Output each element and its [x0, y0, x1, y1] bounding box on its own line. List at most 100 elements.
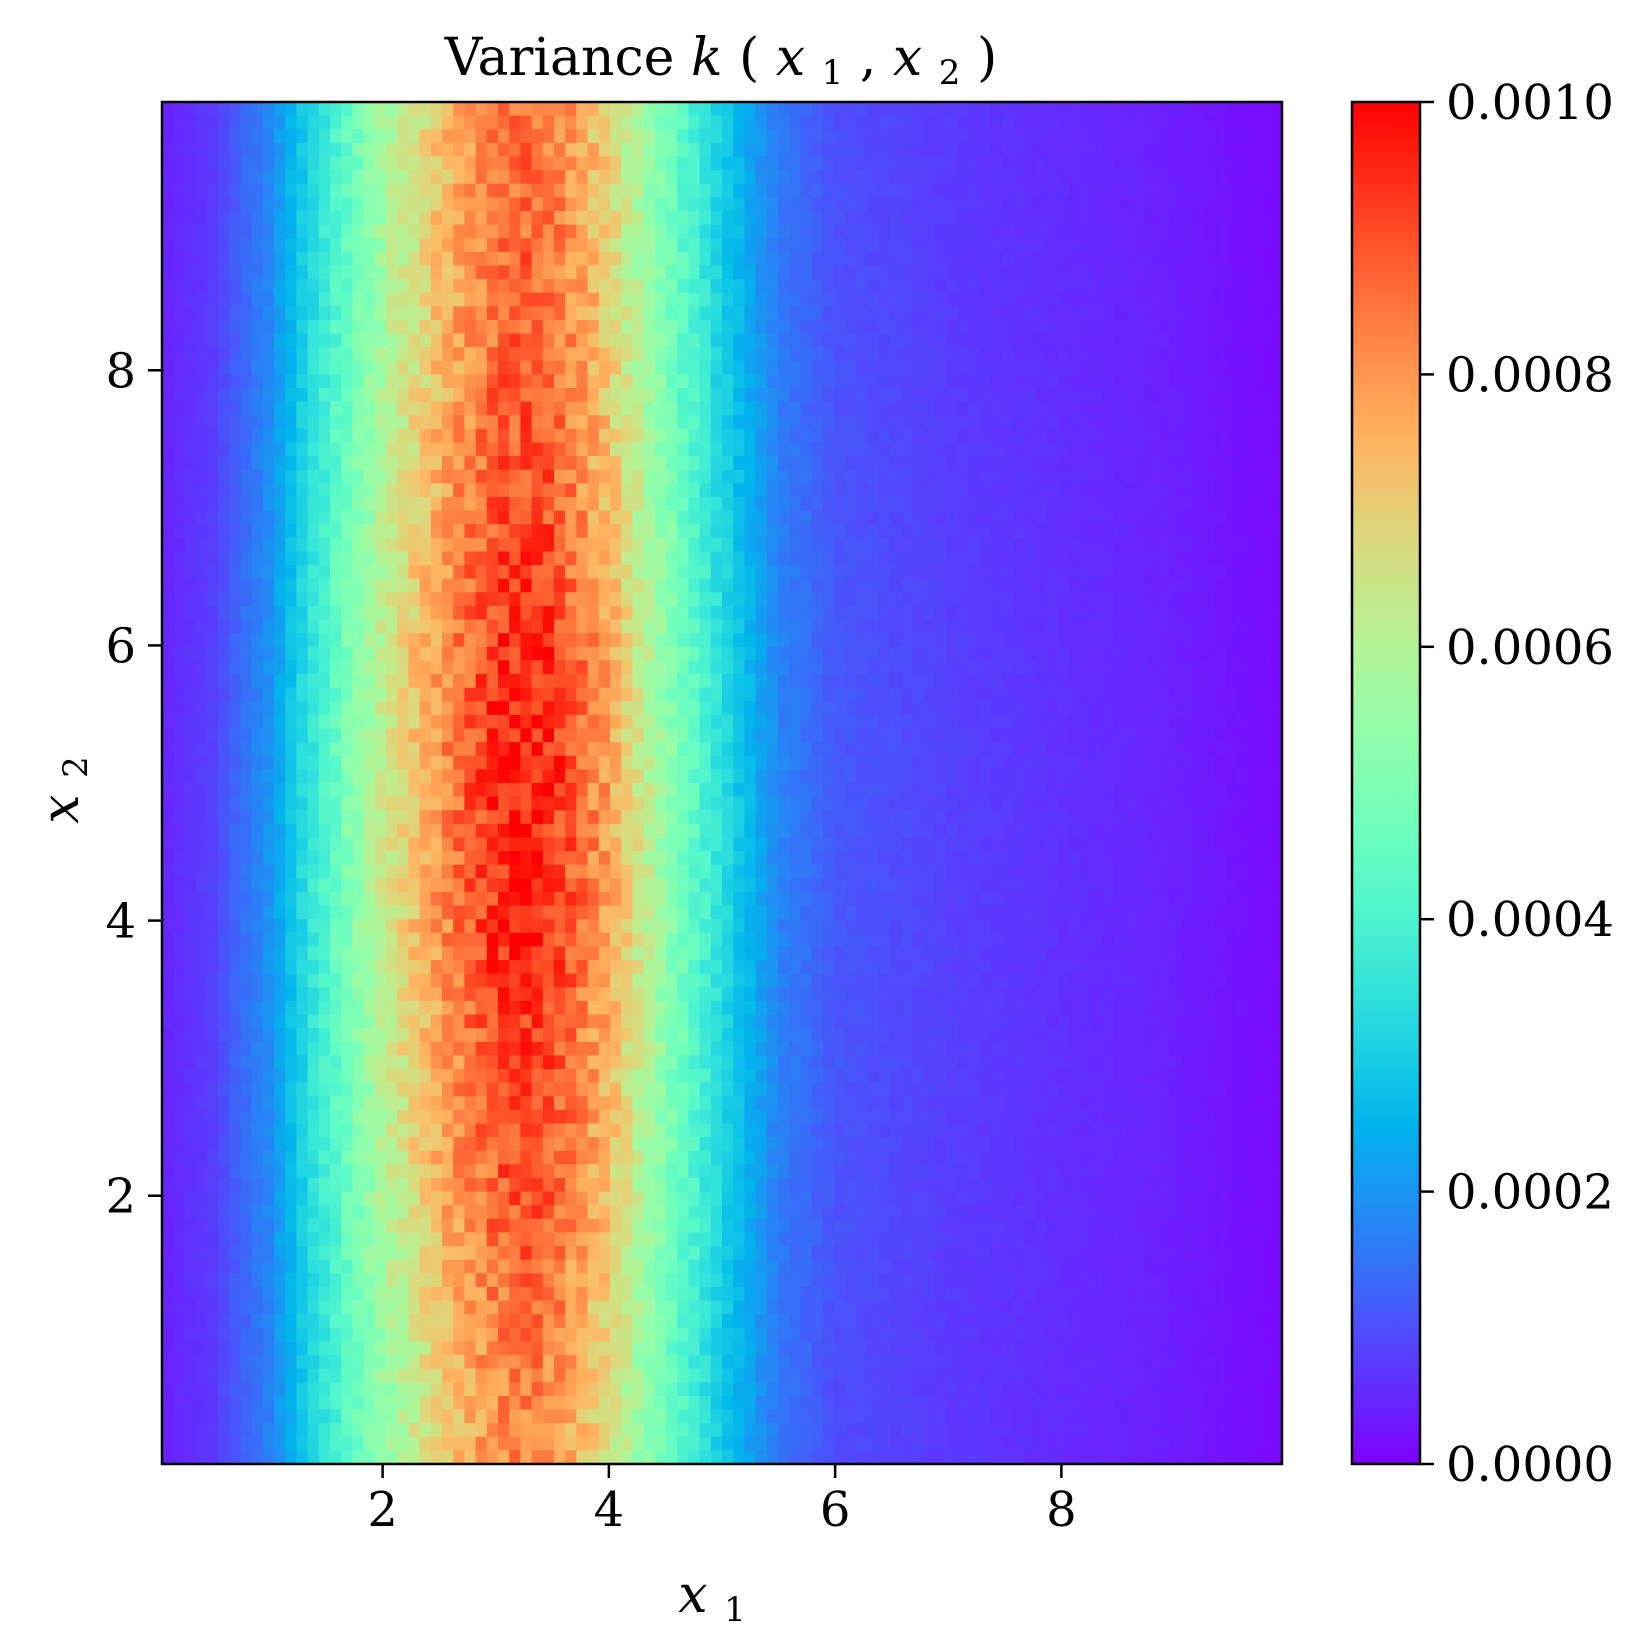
heatmap-cell [1248, 319, 1261, 335]
heatmap-cell [397, 687, 409, 702]
heatmap-cell [632, 660, 645, 675]
heatmap-cell [1013, 565, 1025, 580]
heatmap-cell [1013, 129, 1025, 144]
heatmap-cell [1002, 224, 1014, 239]
heatmap-cell [464, 388, 477, 403]
heatmap-cell [218, 374, 230, 389]
heatmap-cell [554, 483, 566, 498]
heatmap-cell [867, 265, 880, 280]
heatmap-cell [1226, 633, 1238, 648]
heatmap-cell [610, 551, 622, 566]
heatmap-cell [957, 360, 969, 375]
heatmap-cell [408, 769, 421, 784]
heatmap-cell [520, 292, 533, 307]
heatmap-cell [262, 415, 275, 430]
heatmap-cell [509, 483, 521, 498]
heatmap-cell [240, 537, 253, 553]
heatmap-cell [363, 347, 376, 362]
heatmap-cell [744, 510, 757, 525]
heatmap-cell [195, 592, 208, 607]
heatmap-cell [341, 156, 353, 171]
heatmap-cell [352, 115, 365, 130]
heatmap-cell [218, 415, 230, 430]
heatmap-cell [598, 115, 611, 130]
heatmap-cell [1069, 306, 1081, 321]
heatmap-cell [1002, 605, 1014, 621]
heatmap-cell [475, 524, 488, 539]
heatmap-cell [453, 238, 465, 253]
heatmap-cell [968, 728, 981, 743]
heatmap-cell [598, 265, 611, 280]
heatmap-cell [946, 129, 958, 144]
heatmap-cell [946, 347, 958, 362]
heatmap-cell [206, 333, 219, 348]
heatmap-cell [912, 210, 925, 226]
heatmap-cell [442, 565, 454, 580]
heatmap-cell [1102, 388, 1115, 403]
heatmap-cell [587, 592, 600, 607]
heatmap-cell [1002, 115, 1014, 130]
heatmap-cell [408, 360, 421, 375]
heatmap-cell [598, 469, 611, 484]
heatmap-cell [374, 129, 387, 144]
heatmap-cell [1248, 224, 1261, 239]
heatmap-cell [811, 483, 824, 498]
heatmap-cell [1203, 115, 1216, 130]
heatmap-cell [968, 388, 981, 403]
heatmap-cell [1114, 360, 1126, 375]
heatmap-cell [1058, 292, 1070, 307]
heatmap-cell [677, 565, 689, 580]
heatmap-cell [229, 537, 241, 553]
heatmap-cell [1147, 524, 1160, 539]
heatmap-cell [453, 714, 465, 730]
heatmap-cell [285, 469, 297, 484]
heatmap-cell [968, 142, 981, 158]
heatmap-cell [1114, 251, 1126, 267]
heatmap-cell [1248, 251, 1261, 267]
heatmap-cell [1091, 170, 1104, 185]
heatmap-cell [990, 360, 1003, 375]
heatmap-cell [1136, 374, 1149, 389]
heatmap-cell [766, 142, 779, 158]
heatmap-cell [554, 701, 566, 716]
heatmap-cell [464, 687, 477, 702]
heatmap-cell [554, 115, 566, 130]
heatmap-cell [666, 170, 678, 185]
heatmap-cell [453, 197, 465, 212]
heatmap-cell [218, 170, 230, 185]
heatmap-cell [1248, 592, 1261, 607]
heatmap-cell [1024, 551, 1037, 566]
heatmap-cell [856, 415, 869, 430]
heatmap-cell [430, 469, 443, 484]
heatmap-cell [632, 279, 645, 294]
heatmap-cell [1192, 415, 1205, 430]
heatmap-cell [990, 510, 1003, 525]
heatmap-cell [666, 224, 678, 239]
heatmap-cell [901, 605, 913, 621]
heatmap-cell [1181, 755, 1193, 770]
heatmap-cell [419, 224, 432, 239]
heatmap-cell [565, 496, 577, 512]
heatmap-cell [296, 210, 309, 226]
heatmap-cell [296, 496, 309, 512]
heatmap-cell [1259, 360, 1272, 375]
heatmap-cell [845, 633, 857, 648]
heatmap-cell [162, 524, 174, 539]
heatmap-cell [285, 374, 297, 389]
heatmap-cell [1270, 646, 1283, 662]
heatmap-cell [654, 496, 667, 512]
heatmap-cell [934, 347, 947, 362]
heatmap-cell [1181, 347, 1193, 362]
heatmap-cell [386, 306, 398, 321]
heatmap-cell [766, 469, 779, 484]
heatmap-cell [419, 279, 432, 294]
heatmap-cell [822, 170, 835, 185]
heatmap-cell [699, 374, 712, 389]
heatmap-cell [531, 115, 544, 130]
heatmap-cell [856, 170, 869, 185]
heatmap-cell [1069, 456, 1081, 471]
heatmap-cell [520, 701, 533, 716]
heatmap-cell [778, 102, 790, 117]
heatmap-cell [307, 224, 320, 239]
heatmap-cell [475, 660, 488, 675]
